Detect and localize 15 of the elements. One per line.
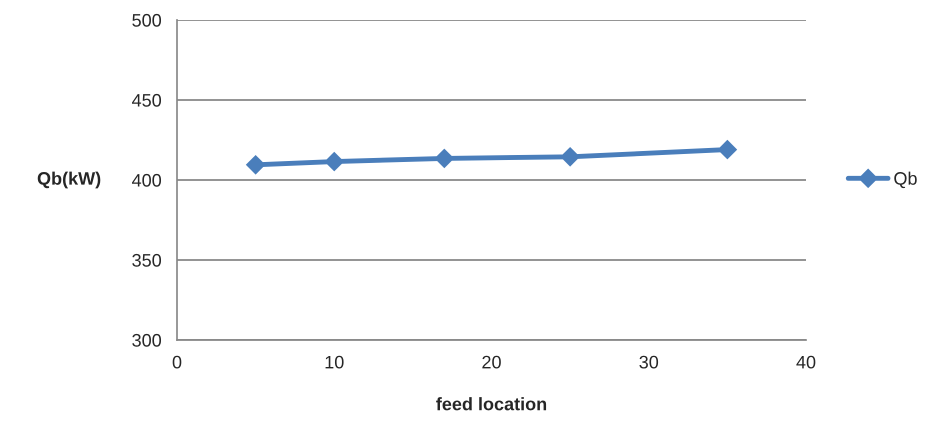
- y-tick-label: 500: [132, 14, 162, 27]
- y-axis-title: Qb(kW): [38, 172, 100, 188]
- x-tick-label: 10: [326, 356, 344, 369]
- point: [718, 140, 738, 160]
- x-tick-label: 20: [482, 356, 501, 369]
- x-axis-title: feed location: [436, 397, 546, 410]
- y-tick-label: 350: [132, 254, 162, 267]
- legend-label: Qb: [894, 172, 917, 188]
- y-tick-label: 400: [132, 174, 162, 187]
- y-tick-label: 300: [132, 334, 162, 347]
- x-tick-label: 0: [172, 356, 182, 369]
- point: [246, 154, 266, 175]
- x-tick-label: 30: [639, 356, 658, 369]
- x-tick-label: 40: [796, 356, 816, 369]
- y-tick-label: 450: [132, 94, 162, 107]
